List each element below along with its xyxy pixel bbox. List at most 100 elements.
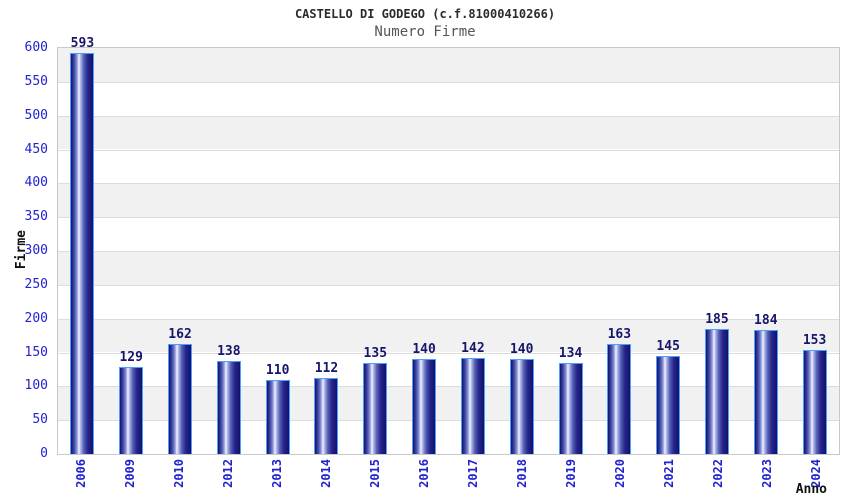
x-tick-cell: 2023 — [742, 459, 791, 488]
bar-value-label: 138 — [217, 343, 241, 359]
bar — [314, 378, 339, 454]
x-axis-title: Anno — [795, 482, 827, 497]
chart-title: CASTELLO DI GODEGO (c.f.81000410266) — [294, 7, 556, 21]
y-tick-label: 0 — [40, 446, 48, 461]
x-tick-cell: 2022 — [693, 459, 742, 488]
bar-cell: 129 — [107, 48, 156, 454]
bar-value-label: 184 — [754, 312, 778, 328]
bar-cell: 593 — [58, 37, 107, 454]
x-tick-cell: 2012 — [204, 459, 253, 488]
y-tick-label: 100 — [24, 378, 48, 394]
x-tick-label: 2017 — [465, 459, 480, 488]
plot-band — [58, 48, 839, 82]
x-tick-cell: 2017 — [449, 459, 498, 488]
x-tick-cell: 2006 — [57, 459, 106, 488]
bar-cell: 153 — [790, 48, 839, 454]
bar-value-label: 129 — [119, 349, 143, 365]
x-tick-label: 2006 — [74, 459, 89, 488]
plot-band — [58, 217, 839, 251]
bar — [558, 363, 583, 454]
bar — [168, 344, 193, 454]
bar — [119, 366, 144, 454]
bar-cell: 142 — [449, 48, 498, 454]
plot-band — [58, 81, 839, 116]
x-tick-label: 2015 — [368, 459, 383, 488]
bar-value-label: 112 — [314, 361, 339, 377]
x-tick-label: 2016 — [417, 459, 432, 488]
bar — [216, 360, 241, 454]
bar — [704, 328, 729, 454]
gridline — [58, 81, 839, 83]
bar — [460, 357, 485, 454]
y-tick-label: 250 — [24, 276, 48, 292]
x-tick-label: 2020 — [612, 459, 627, 488]
gridline — [58, 386, 839, 388]
x-tick-label: 2022 — [710, 459, 725, 488]
x-tick-cell: 2019 — [546, 459, 595, 488]
gridline — [58, 217, 839, 219]
bars-container: 593 129 162 138 110 112 135 140 142 140 134 163 145 1… — [58, 37, 839, 454]
gridline — [58, 149, 839, 151]
y-tick-label: 350 — [24, 209, 48, 225]
bar — [70, 52, 95, 454]
bar-cell: 185 — [693, 48, 742, 454]
bar-cell: 138 — [204, 48, 253, 454]
bar — [412, 359, 437, 454]
y-tick-label: 200 — [24, 310, 48, 326]
y-tick-label: 50 — [32, 412, 48, 428]
bar-value-label: 110 — [265, 362, 290, 378]
gridline — [58, 115, 839, 117]
x-tick-cell: 2013 — [253, 459, 302, 488]
bar — [363, 362, 388, 454]
y-tick-label: 150 — [24, 344, 48, 360]
bar-cell: 110 — [253, 48, 302, 454]
y-tick-label: 400 — [24, 175, 48, 191]
x-axis-ticks: 2006 2009 2010 2012 2013 2014 2015 2016 2017 2018… — [57, 459, 840, 488]
bar-value-label: 153 — [802, 333, 827, 349]
y-tick-label: 300 — [24, 243, 48, 258]
bar-value-label: 134 — [558, 346, 583, 362]
bar — [265, 379, 290, 454]
plot-band — [58, 183, 839, 218]
bar — [656, 355, 681, 454]
bar-value-label: 140 — [412, 342, 436, 358]
plot-area: 593 129 162 138 110 112 135 140 142 140 134 163 145 1… — [57, 37, 840, 455]
bar-cell: 134 — [546, 48, 595, 454]
x-tick-label: 2010 — [172, 459, 187, 488]
bar — [509, 359, 534, 454]
plot-band — [58, 250, 839, 285]
chart-subtitle: Numero Firme — [374, 24, 476, 40]
x-tick-cell: 2020 — [595, 459, 644, 488]
x-tick-cell: 2009 — [106, 459, 155, 488]
gridline — [58, 284, 839, 286]
bar-cell: 163 — [595, 48, 644, 454]
bar-cell: 184 — [741, 48, 790, 454]
gridline — [58, 318, 839, 320]
gridline — [58, 251, 839, 252]
x-tick-cell: 2018 — [497, 459, 546, 488]
bar-cell: 145 — [644, 48, 693, 454]
y-tick-label: 450 — [24, 141, 48, 157]
x-tick-label: 2012 — [221, 459, 236, 488]
plot-bands — [58, 48, 839, 454]
bar-value-label: 593 — [70, 35, 95, 51]
gridline — [58, 183, 839, 185]
x-tick-cell: 2021 — [644, 459, 693, 488]
bar-value-label: 162 — [168, 327, 192, 343]
gridline — [58, 420, 839, 422]
bar-cell: 162 — [156, 48, 205, 454]
bar-value-label: 145 — [656, 338, 680, 354]
x-tick-label: 2009 — [123, 459, 138, 488]
x-tick-cell: 2010 — [155, 459, 204, 488]
bar-value-label: 185 — [705, 311, 729, 327]
x-tick-label: 2021 — [661, 459, 676, 488]
x-tick-label: 2019 — [563, 459, 578, 488]
bar-value-label: 140 — [509, 342, 534, 358]
plot-band — [58, 149, 839, 184]
bar — [607, 343, 632, 454]
bar — [802, 350, 827, 454]
x-tick-cell: 2016 — [400, 459, 449, 488]
y-tick-label: 500 — [24, 107, 48, 123]
plot-band — [58, 115, 839, 150]
